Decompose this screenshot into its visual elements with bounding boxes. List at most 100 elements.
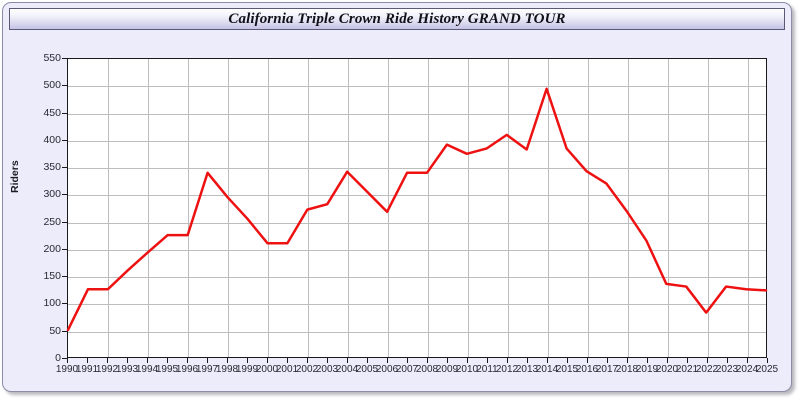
x-tick-label: 2006 xyxy=(375,364,399,375)
gridline-vertical xyxy=(148,59,149,357)
x-tick-label: 1997 xyxy=(195,364,219,375)
y-tick-label: 150 xyxy=(43,270,61,283)
y-tick-mark xyxy=(62,58,67,59)
x-tick-label: 2025 xyxy=(755,364,779,375)
x-tick-mark xyxy=(707,358,708,363)
data-polyline xyxy=(66,87,768,332)
y-tick-mark xyxy=(62,248,67,250)
x-tick-label: 2004 xyxy=(335,364,359,375)
y-axis-title: Riders xyxy=(9,160,21,193)
x-tick-label: 1996 xyxy=(175,364,199,375)
y-tick-mark xyxy=(62,276,67,278)
y-tick-mark xyxy=(62,139,67,141)
x-tick-label: 2019 xyxy=(635,364,659,375)
x-tick-mark xyxy=(367,358,368,363)
y-tick-label: 300 xyxy=(43,188,61,201)
x-tick-label: 2010 xyxy=(455,364,479,375)
x-tick-label: 2013 xyxy=(515,364,539,375)
x-tick-label: 2003 xyxy=(315,364,339,375)
x-tick-label: 1992 xyxy=(95,364,119,375)
x-tick-label: 1990 xyxy=(55,364,79,375)
y-tick-label: 500 xyxy=(43,79,61,92)
x-tick-mark xyxy=(347,358,348,363)
gridline-vertical xyxy=(668,59,669,357)
x-tick-label: 2021 xyxy=(675,364,699,375)
x-tick-mark xyxy=(447,358,448,363)
gridline-vertical xyxy=(588,59,589,357)
y-tick-mark xyxy=(62,303,67,305)
x-tick-label: 2011 xyxy=(476,364,498,375)
x-tick-mark xyxy=(607,358,608,363)
x-tick-label: 2016 xyxy=(575,364,599,375)
y-axis-tick-marks xyxy=(62,58,67,359)
x-tick-mark xyxy=(647,358,648,363)
y-tick-mark xyxy=(62,358,67,359)
x-tick-mark xyxy=(267,358,268,363)
y-tick-label: 0 xyxy=(55,352,61,364)
gridline-vertical xyxy=(268,59,269,357)
y-tick-label: 550 xyxy=(43,52,61,64)
x-tick-label: 2023 xyxy=(715,364,739,375)
x-tick-mark xyxy=(747,358,748,363)
x-tick-mark xyxy=(627,358,628,363)
x-tick-label: 2014 xyxy=(535,364,559,375)
gridline-horizontal xyxy=(68,86,766,88)
y-tick-mark xyxy=(62,221,67,223)
x-tick-mark xyxy=(407,358,408,363)
x-tick-mark xyxy=(687,358,688,363)
x-tick-label: 2018 xyxy=(615,364,639,375)
x-tick-mark xyxy=(727,358,728,363)
y-tick-label: 400 xyxy=(43,133,61,146)
gridline-horizontal xyxy=(68,168,766,170)
line-series-riders xyxy=(66,87,768,332)
page-title: California Triple Crown Ride History GRA… xyxy=(228,10,566,27)
x-tick-mark xyxy=(547,358,548,363)
x-tick-mark xyxy=(187,358,188,363)
x-tick-mark xyxy=(307,358,308,363)
gridline-vertical xyxy=(508,59,509,357)
x-tick-mark xyxy=(767,358,768,363)
x-tick-mark xyxy=(67,358,68,363)
gridline-horizontal xyxy=(68,304,766,306)
gridline-vertical xyxy=(188,59,189,357)
x-tick-label: 1994 xyxy=(135,364,159,375)
y-tick-label: 100 xyxy=(43,297,61,310)
chart-title-bar: California Triple Crown Ride History GRA… xyxy=(9,8,785,30)
y-tick-label: 350 xyxy=(43,161,61,174)
gridline-horizontal xyxy=(68,331,766,333)
gridline-vertical xyxy=(548,59,549,357)
gridline-vertical xyxy=(628,59,629,357)
gridline-horizontal xyxy=(68,222,766,224)
x-tick-mark xyxy=(527,358,528,363)
x-tick-label: 2001 xyxy=(275,364,299,375)
x-tick-mark xyxy=(167,358,168,363)
x-tick-label: 2022 xyxy=(695,364,719,375)
x-tick-label: 2009 xyxy=(435,364,459,375)
x-axis-tick-marks xyxy=(67,358,768,363)
x-tick-label: 2007 xyxy=(395,364,419,375)
y-tick-mark xyxy=(62,330,67,332)
x-tick-label: 2017 xyxy=(595,364,619,375)
x-tick-mark xyxy=(587,358,588,363)
gridline-horizontal xyxy=(68,195,766,197)
y-tick-label: 50 xyxy=(49,324,61,337)
gridline-horizontal xyxy=(68,140,766,142)
x-tick-mark xyxy=(667,358,668,363)
y-tick-label: 200 xyxy=(43,242,61,255)
x-tick-mark xyxy=(207,358,208,363)
gridline-vertical xyxy=(348,59,349,357)
chart-window: California Triple Crown Ride History GRA… xyxy=(2,2,792,392)
x-tick-label: 2005 xyxy=(355,364,379,375)
gridline-horizontal xyxy=(68,277,766,279)
x-tick-mark xyxy=(227,358,228,363)
gridline-vertical xyxy=(428,59,429,357)
x-tick-label: 2012 xyxy=(495,364,519,375)
x-tick-mark xyxy=(507,358,508,363)
x-axis-tick-labels: 1990 1991 1992 1993 1994 1995 1996 1997 1998 1999… xyxy=(56,364,778,380)
gridline-vertical xyxy=(708,59,709,357)
gridline-vertical xyxy=(108,59,109,357)
x-tick-mark xyxy=(147,358,148,363)
y-tick-mark xyxy=(62,112,67,114)
x-tick-label: 1993 xyxy=(115,364,139,375)
y-tick-mark xyxy=(62,85,67,87)
